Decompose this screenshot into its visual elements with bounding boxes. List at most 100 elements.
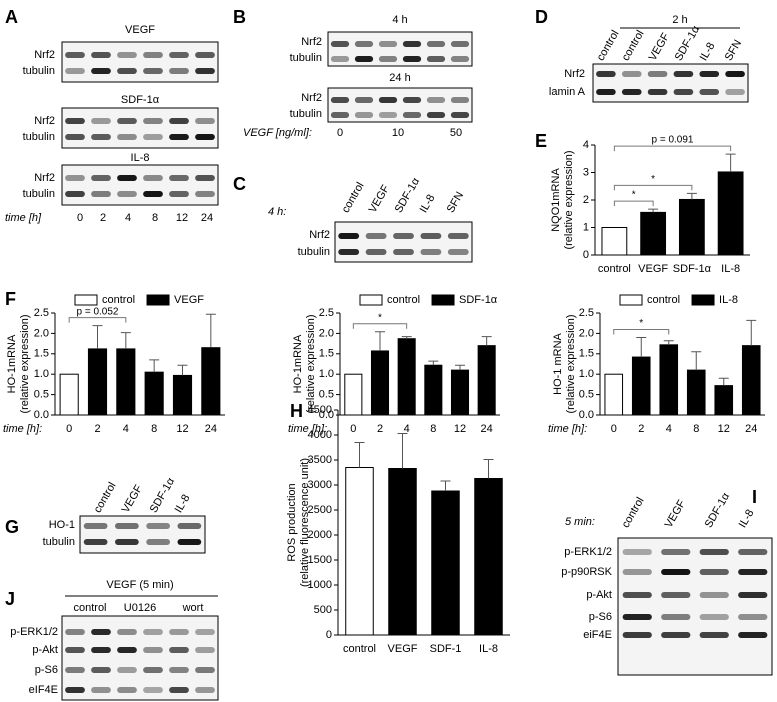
band [738, 614, 768, 620]
y-tick-label: 0 [583, 249, 589, 261]
band [195, 667, 215, 673]
y-tick-label: 1 [583, 221, 589, 233]
bar [631, 356, 651, 416]
band [699, 592, 729, 598]
lane-label: control [73, 602, 106, 614]
bar [397, 338, 416, 416]
lane-label: control [340, 180, 367, 215]
lane-label: control [620, 28, 647, 63]
lane-label: SFN [445, 190, 466, 215]
band [622, 614, 652, 620]
x-tick-label: control [343, 643, 376, 655]
band [83, 523, 108, 529]
band [673, 71, 694, 77]
band [661, 549, 691, 555]
row-label: HO-1 [49, 519, 75, 531]
band [621, 89, 642, 95]
band [169, 687, 189, 693]
x-tick-label: IL-8 [479, 643, 498, 655]
bar [116, 348, 136, 416]
y-tick-label: 4500 [308, 404, 332, 416]
bar [604, 373, 624, 416]
x-tick-label: 24 [205, 423, 217, 435]
band [738, 569, 768, 575]
y-tick-label: 1.0 [319, 368, 334, 380]
row-label: p-Akt [32, 644, 58, 656]
band [195, 68, 215, 74]
error-bar [401, 336, 412, 339]
row-label: p-S6 [35, 664, 58, 676]
error-bar [483, 459, 494, 479]
band [91, 667, 111, 673]
x-axis-label: time [h]: [3, 423, 42, 435]
y-tick-label: 0.5 [34, 389, 49, 401]
y-tick-label: 3000 [308, 479, 332, 491]
band [354, 97, 374, 103]
lane-label: VEGF [663, 498, 689, 530]
band [426, 112, 446, 118]
x-tick-label: VEGF [638, 263, 668, 275]
y-tick-label: 4 [583, 139, 589, 151]
band [450, 97, 470, 103]
error-bar [455, 364, 465, 371]
y-tick-label: 1500 [308, 554, 332, 566]
x-tick-label: 2 [94, 423, 100, 435]
band [65, 52, 85, 58]
lane-label: VEGF [367, 183, 393, 215]
lane-label: 50 [450, 127, 462, 139]
panel-letter: A [5, 7, 18, 27]
band [195, 175, 215, 181]
y-axis-label: HO-1mRNA [6, 334, 18, 393]
error-bar [663, 340, 674, 345]
y-tick-label: 1.5 [319, 348, 334, 360]
band [91, 647, 111, 653]
band [725, 71, 745, 77]
band [143, 68, 163, 74]
bar [474, 478, 503, 636]
lane-label: control [92, 480, 119, 515]
band [65, 629, 85, 635]
band [91, 629, 111, 635]
annotation: * [639, 318, 643, 329]
bar [678, 198, 705, 256]
lane-label: IL-8 [173, 493, 193, 515]
y-tick-label: 0.5 [579, 389, 594, 401]
band [622, 569, 652, 575]
band [450, 112, 470, 118]
row-label: tubulin [290, 108, 322, 120]
error-bar [718, 377, 729, 386]
x-tick-label: 8 [430, 423, 436, 435]
y-axis-label: ROS production [286, 483, 298, 561]
row-label: Nrf2 [34, 115, 55, 127]
blot [592, 63, 749, 103]
y-tick-label: 1.5 [34, 348, 49, 360]
band [117, 52, 137, 58]
x-tick-label: IL-8 [721, 263, 740, 275]
band [426, 41, 446, 47]
row-label: Nrf2 [34, 49, 55, 61]
band [177, 523, 202, 529]
y-axis-label: HO-1 mRNA [552, 332, 564, 394]
bar [87, 348, 108, 416]
y-tick-label: 1.0 [579, 368, 594, 380]
row-label: p-p90RSK [561, 566, 612, 578]
bar [717, 171, 744, 256]
band [65, 667, 85, 673]
x-tick-label: 12 [454, 423, 466, 435]
x-tick-label: 2 [377, 423, 383, 435]
band [117, 134, 137, 140]
bracket [613, 184, 693, 191]
band [330, 97, 350, 103]
condition: 2 h [672, 14, 687, 26]
bar [601, 227, 628, 256]
y-tick-label: 2500 [308, 504, 332, 516]
y-axis-label: (relative fluorescence unit) [299, 458, 311, 587]
band [195, 687, 215, 693]
band [738, 632, 768, 638]
band [450, 41, 470, 47]
row-label: Nrf2 [301, 92, 322, 104]
legend-swatch [619, 294, 643, 306]
panel-letter: E [535, 131, 547, 151]
x-tick-label: control [598, 263, 631, 275]
